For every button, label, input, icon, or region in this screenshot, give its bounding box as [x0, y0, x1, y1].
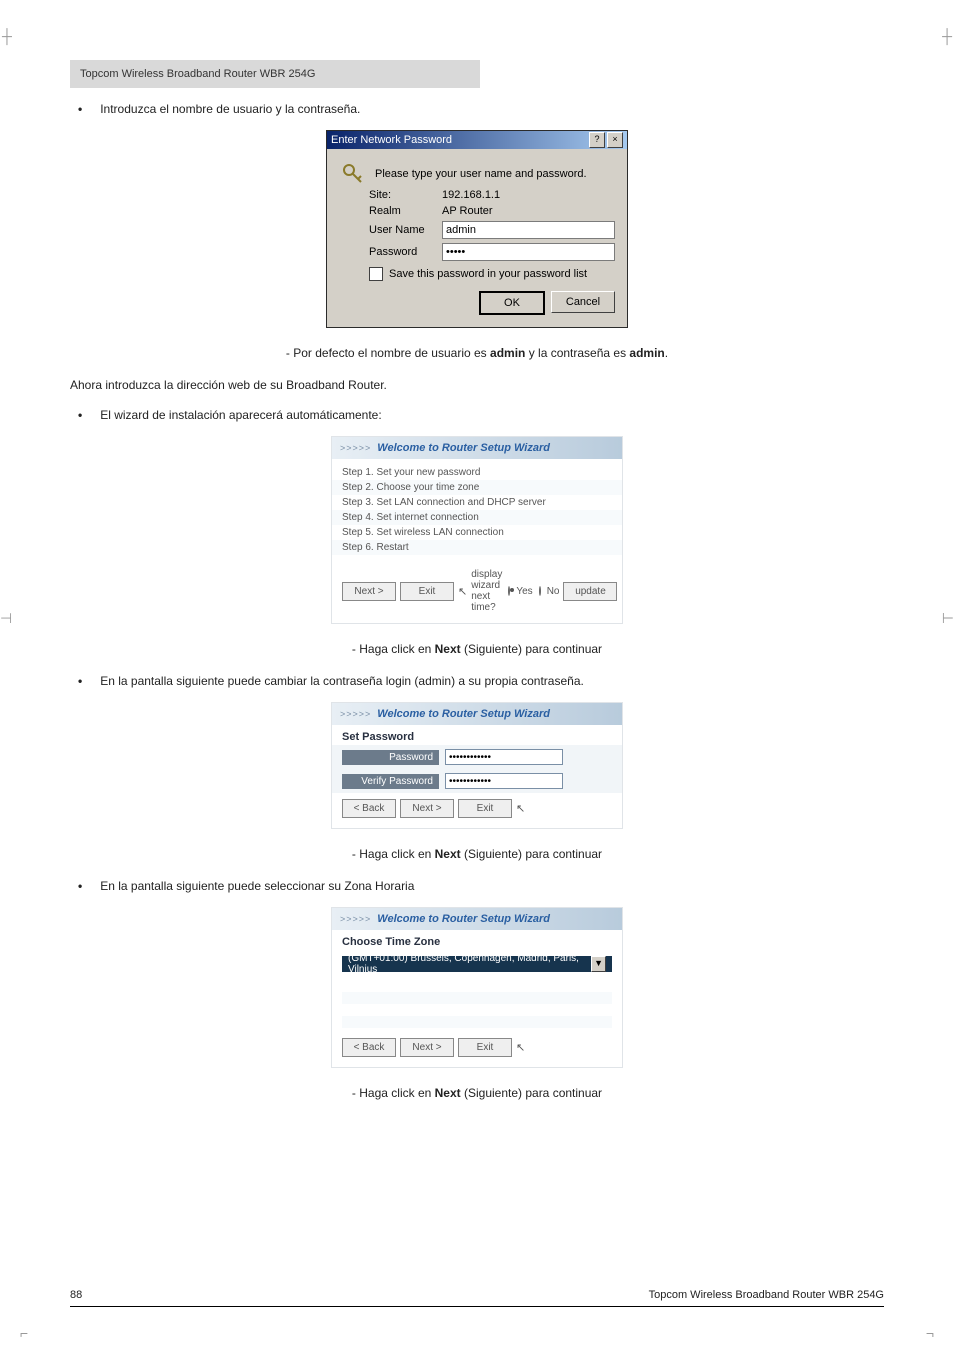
bullet-dot: • — [78, 102, 82, 116]
click-next-1: - Haga click en Next (Siguiente) para co… — [70, 642, 884, 656]
crop-mark-tl: ┼ — [2, 28, 12, 44]
wizard-header-title: Welcome to Router Setup Wizard — [377, 708, 550, 720]
cn-bold: Next — [435, 642, 461, 656]
login-dialog: Enter Network Password ? × Please type y… — [326, 130, 628, 328]
cn-suffix: (Siguiente) para continuar — [461, 1086, 602, 1100]
pw-input[interactable]: •••••••••••• — [445, 749, 563, 765]
cn-bold: Next — [435, 1086, 461, 1100]
next-button[interactable]: Next > — [342, 582, 396, 601]
timezone-select[interactable]: (GMT+01:00) Brussels, Copenhagen, Madrid… — [342, 956, 612, 972]
bullet-dot: • — [78, 879, 82, 893]
back-button[interactable]: < Back — [342, 1038, 396, 1057]
key-icon — [339, 163, 367, 185]
login-dialog-title: Enter Network Password — [331, 134, 452, 146]
creds-pass: admin — [629, 346, 664, 360]
username-label: User Name — [369, 224, 434, 236]
yes-radio[interactable] — [508, 586, 510, 596]
crop-mark-mr: ⊢ — [942, 610, 954, 627]
dropdown-arrow-icon[interactable]: ▼ — [591, 956, 606, 972]
cn-bold: Next — [435, 847, 461, 861]
bullet-dot: • — [78, 408, 82, 422]
next-button[interactable]: Next > — [400, 1038, 454, 1057]
password-change-bullet: En la pantalla siguiente puede cambiar l… — [100, 674, 584, 688]
close-button[interactable]: × — [607, 132, 623, 148]
click-next-2: - Haga click en Next (Siguiente) para co… — [70, 847, 884, 861]
exit-button[interactable]: Exit — [458, 799, 512, 818]
crop-mark-ml: ⊣ — [0, 610, 12, 627]
yes-label: Yes — [516, 586, 532, 597]
update-button[interactable]: update — [563, 582, 617, 601]
default-creds-note: - Por defecto el nombre de usuario es ad… — [70, 346, 884, 360]
realm-value: AP Router — [442, 205, 493, 217]
wizard-set-password: >>>>> Welcome to Router Setup Wizard Set… — [331, 702, 623, 829]
wizard-foot-text: display wizard next time? — [471, 569, 502, 613]
exit-button[interactable]: Exit — [400, 582, 454, 601]
help-button[interactable]: ? — [589, 132, 605, 148]
username-input[interactable]: admin — [442, 221, 615, 239]
wizard-step: Step 2. Choose your time zone — [332, 480, 622, 495]
back-button[interactable]: < Back — [342, 799, 396, 818]
next-button[interactable]: Next > — [400, 799, 454, 818]
click-next-3: - Haga click en Next (Siguiente) para co… — [70, 1086, 884, 1100]
wizard-header-dots: >>>>> — [340, 443, 371, 453]
footer-product: Topcom Wireless Broadband Router WBR 254… — [649, 1289, 884, 1301]
vpw-label: Verify Password — [342, 774, 439, 789]
creds-prefix: - Por defecto el nombre de usuario es — [286, 346, 490, 360]
wizard-header-title: Welcome to Router Setup Wizard — [377, 442, 550, 454]
cn-prefix: - Haga click en — [352, 847, 435, 861]
wizard-welcome: >>>>> Welcome to Router Setup Wizard Ste… — [331, 436, 623, 624]
exit-button[interactable]: Exit — [458, 1038, 512, 1057]
crop-mark-bl: ⌐ — [20, 1325, 28, 1341]
wizard-subtitle: Choose Time Zone — [332, 930, 622, 950]
login-instruction: Please type your user name and password. — [375, 168, 587, 180]
creds-user: admin — [490, 346, 525, 360]
cn-prefix: - Haga click en — [352, 1086, 435, 1100]
password-input[interactable]: ••••• — [442, 243, 615, 261]
site-value: 192.168.1.1 — [442, 189, 500, 201]
timezone-value: (GMT+01:00) Brussels, Copenhagen, Madrid… — [348, 953, 591, 975]
cursor-icon: ↖ — [516, 802, 525, 815]
page-number: 88 — [70, 1289, 82, 1301]
wizard-auto-bullet: El wizard de instalación aparecerá autom… — [100, 408, 381, 422]
wizard-step: Step 1. Set your new password — [342, 467, 612, 478]
wizard-timezone: >>>>> Welcome to Router Setup Wizard Cho… — [331, 907, 623, 1068]
realm-label: Realm — [369, 205, 434, 217]
pw-label: Password — [342, 750, 439, 765]
intro-bullet: Introduzca el nombre de usuario y la con… — [100, 102, 360, 116]
vpw-input[interactable]: •••••••••••• — [445, 773, 563, 789]
creds-suffix: . — [665, 346, 668, 360]
site-label: Site: — [369, 189, 434, 201]
wizard-subtitle: Set Password — [332, 725, 622, 745]
timezone-bullet: En la pantalla siguiente puede seleccion… — [100, 879, 414, 893]
page-header-bar: Topcom Wireless Broadband Router WBR 254… — [70, 60, 480, 88]
wizard-step: Step 5. Set wireless LAN connection — [342, 527, 612, 538]
login-dialog-titlebar: Enter Network Password ? × — [327, 131, 627, 149]
crop-mark-br: ¬ — [926, 1325, 934, 1341]
enter-web-address: Ahora introduzca la dirección web de su … — [70, 378, 884, 392]
wizard-header-dots: >>>>> — [340, 709, 371, 719]
no-radio[interactable] — [539, 586, 541, 596]
no-label: No — [547, 586, 560, 597]
wizard-step: Step 6. Restart — [332, 540, 622, 555]
wizard-header-dots: >>>>> — [340, 914, 371, 924]
cn-prefix: - Haga click en — [352, 642, 435, 656]
cn-suffix: (Siguiente) para continuar — [461, 642, 602, 656]
cursor-icon: ↖ — [516, 1041, 525, 1054]
wizard-step: Step 4. Set internet connection — [332, 510, 622, 525]
creds-mid: y la contraseña es — [525, 346, 629, 360]
cursor-icon: ↖ — [458, 585, 467, 598]
wizard-header-title: Welcome to Router Setup Wizard — [377, 913, 550, 925]
password-label: Password — [369, 246, 434, 258]
wizard-blank-rows — [332, 978, 622, 1032]
bullet-dot: • — [78, 674, 82, 688]
cn-suffix: (Siguiente) para continuar — [461, 847, 602, 861]
footer-separator — [70, 1306, 884, 1308]
save-password-checkbox[interactable] — [369, 267, 383, 281]
wizard-step: Step 3. Set LAN connection and DHCP serv… — [342, 497, 612, 508]
header-product: Topcom Wireless Broadband Router WBR 254… — [80, 68, 315, 80]
save-password-label: Save this password in your password list — [389, 268, 587, 280]
ok-button[interactable]: OK — [479, 291, 545, 315]
crop-mark-tr: ┼ — [942, 28, 952, 44]
cancel-button[interactable]: Cancel — [551, 291, 615, 313]
